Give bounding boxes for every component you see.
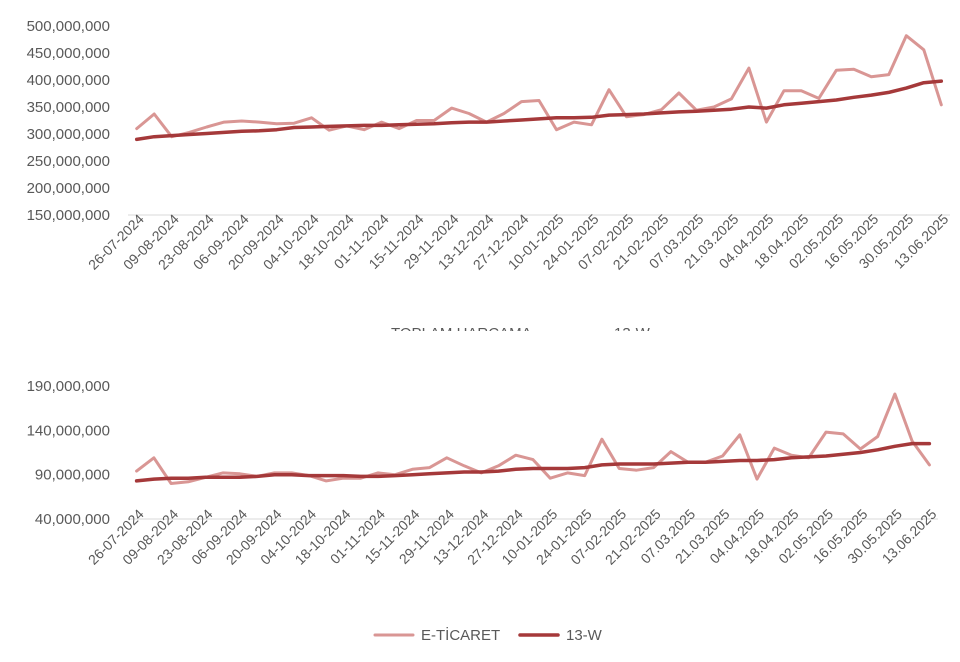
y-tick-label: 350,000,000	[27, 99, 110, 116]
chart-toplam-harcama: 150,000,000 200,000,000 250,000,000 300,000…	[27, 18, 952, 331]
y-tick-label: 250,000,000	[27, 153, 110, 170]
y-tick-label: 450,000,000	[27, 45, 110, 62]
series-line-13w	[134, 79, 944, 142]
y-tick-label: 140,000,000	[27, 422, 110, 439]
y-tick-label: 90,000,000	[35, 467, 110, 484]
y-tick-label: 190,000,000	[27, 378, 110, 395]
series-line-primary	[135, 34, 943, 139]
legend-label-13w: 13-W	[614, 325, 651, 331]
y-tick-label: 400,000,000	[27, 72, 110, 89]
y-tick-label: 200,000,000	[27, 180, 110, 197]
series-line-13w	[134, 441, 932, 483]
legend-label-13w: 13-W	[566, 627, 603, 644]
legend-label-primary: E-TİCARET	[421, 626, 500, 644]
y-tick-label: 40,000,000	[35, 511, 110, 528]
y-tick-label: 150,000,000	[27, 207, 110, 224]
legend-label-primary: TOPLAM HARCAMA	[391, 325, 532, 331]
chart-e-ticaret: 40,000,000 90,000,000 140,000,000 190,000,0…	[27, 378, 940, 644]
y-tick-label: 300,000,000	[27, 126, 110, 143]
y-tick-label: 500,000,000	[27, 18, 110, 35]
